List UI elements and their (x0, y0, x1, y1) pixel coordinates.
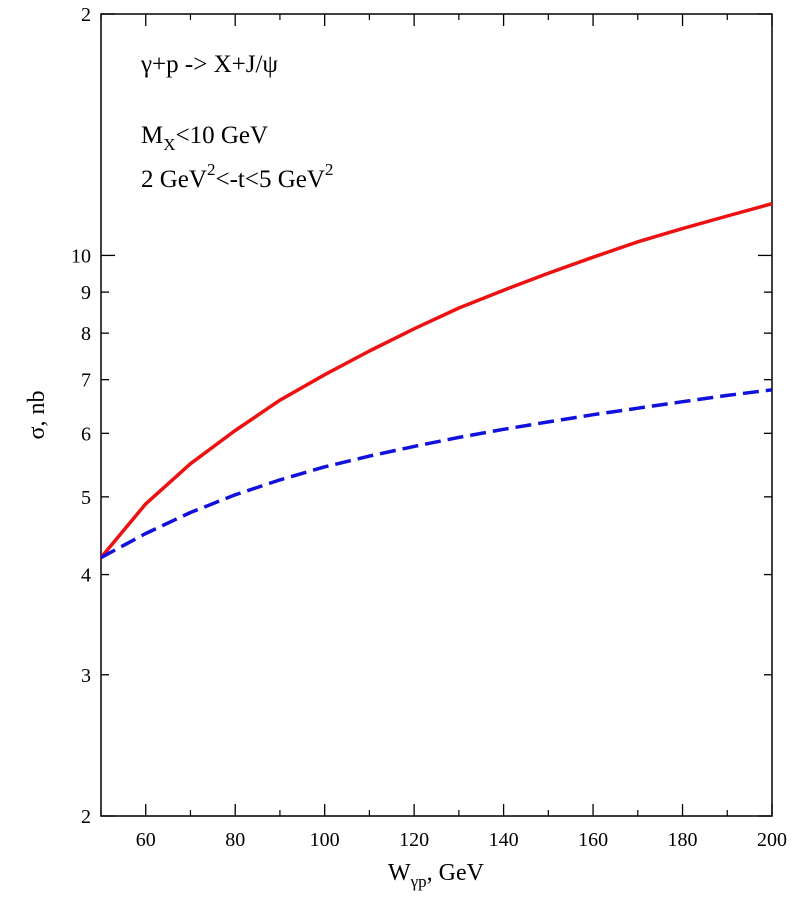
x-tick-label: 80 (225, 829, 245, 851)
series-group (99, 202, 773, 560)
series-line-1 (99, 202, 773, 559)
x-axis-title-main: W (388, 860, 411, 886)
y-tick-labels: 2 3 4 5 6 7 8 9 10 2 (71, 4, 91, 828)
y-tick-label: 4 (81, 565, 91, 587)
x-axis-title-rest: , GeV (427, 860, 485, 886)
x-tick-label: 160 (578, 829, 608, 851)
y-tick-label: 9 (81, 282, 91, 304)
y-tick-label: 6 (81, 423, 91, 445)
y-axis-title: σ, nb (24, 391, 50, 440)
y-tick-label: 10 (71, 245, 91, 267)
annotation-t-sup1: 2 (207, 160, 216, 179)
axis-ticks (100, 13, 773, 817)
x-axis-title: Wγp, GeV (388, 860, 485, 891)
annotation-mx-main: M (141, 122, 163, 149)
x-tick-label: 60 (136, 829, 156, 851)
annotation-mx-rest: <10 GeV (176, 122, 269, 149)
x-tick-labels: 60 80 100 120 140 160 180 200 (136, 829, 787, 851)
x-tick-label: 140 (489, 829, 519, 851)
y-tick-label: 3 (81, 665, 91, 687)
x-tick-label: 100 (310, 829, 340, 851)
annotation-reaction: γ+p -> X+J/ψ (140, 51, 278, 78)
y-tick-label: 2 (81, 4, 91, 26)
annotation-mx-sub: X (163, 135, 175, 154)
annotation-t-sup2: 2 (325, 160, 334, 179)
plot-frame (100, 13, 773, 817)
annotation-mx: MX<10 GeV (141, 122, 268, 154)
annotation-t-b: <-t<5 GeV (215, 166, 324, 193)
y-tick-label: 5 (81, 487, 91, 509)
y-tick-label: 2 (81, 806, 91, 828)
annotation-t-a: 2 GeV (141, 166, 207, 193)
x-tick-label: 120 (399, 829, 429, 851)
series-line-2 (100, 388, 773, 560)
y-tick-label: 7 (81, 370, 91, 392)
y-tick-label: 8 (81, 323, 91, 345)
annotation-t-range: 2 GeV2<-t<5 GeV2 (141, 160, 333, 193)
x-axis-title-sub: γp (410, 872, 427, 891)
x-tick-label: 200 (757, 829, 787, 851)
x-tick-label: 180 (668, 829, 698, 851)
